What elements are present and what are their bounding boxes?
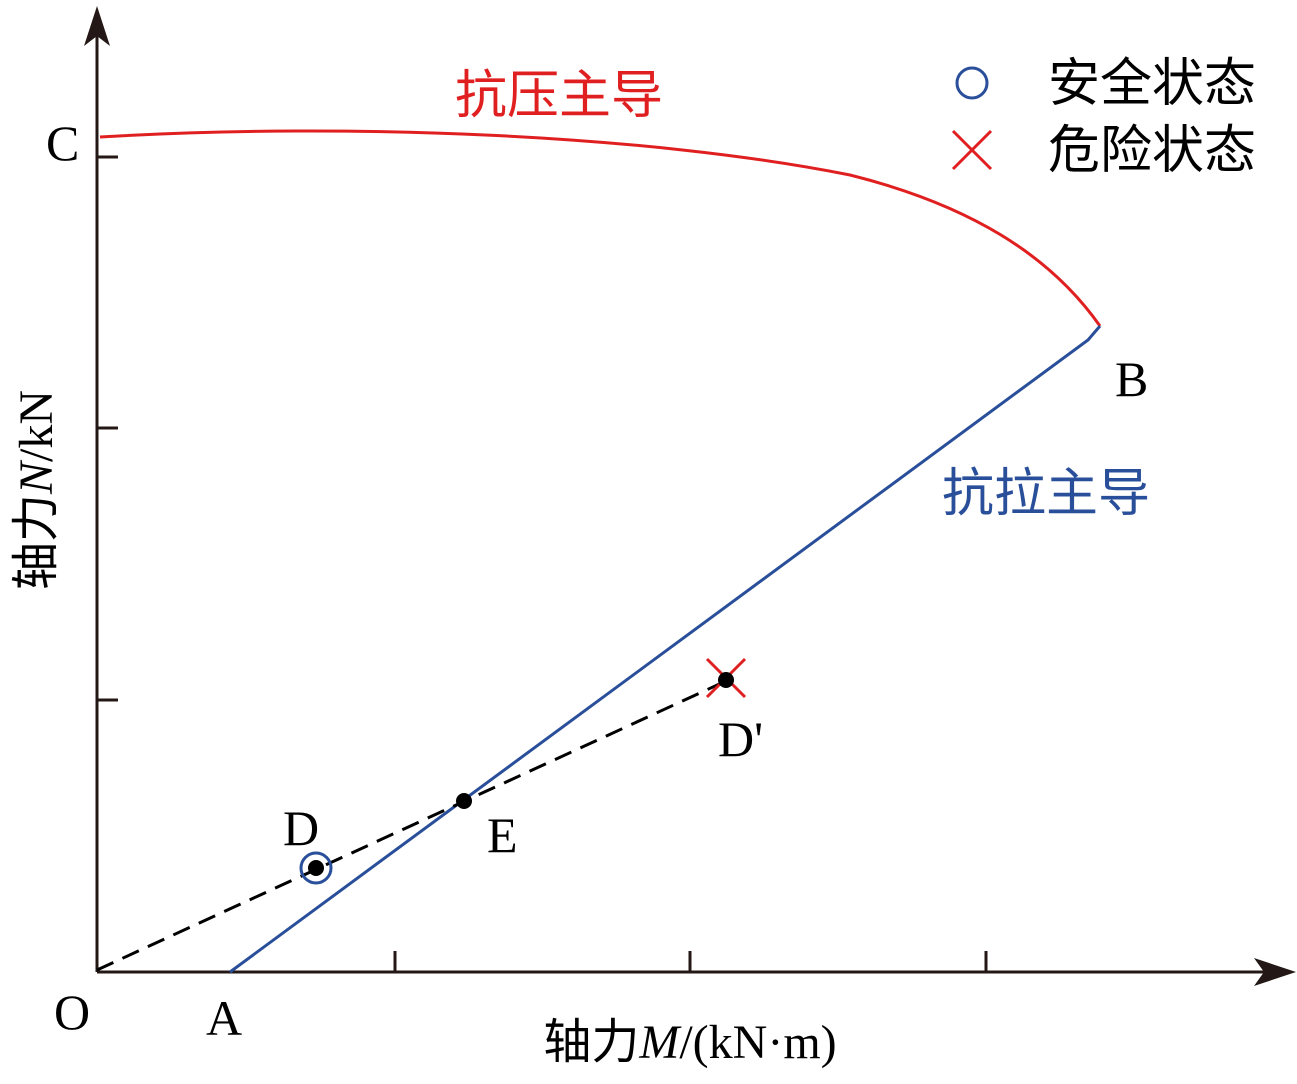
label-c: C [46, 115, 79, 171]
legend-safe-label: 安全状态 [1048, 54, 1256, 114]
axes [84, 6, 1296, 986]
legend-safe-icon [955, 66, 989, 100]
label-o: O [54, 984, 90, 1040]
label-d: D [283, 800, 319, 856]
y-axis-arrow-icon [84, 6, 110, 46]
y-axis-title: 轴力N/kN [8, 390, 64, 590]
compression-region-label: 抗压主导 [455, 66, 663, 126]
tension-line [229, 325, 1102, 974]
point-e-dot [456, 793, 472, 809]
x-axis-title: 轴力M/(kN·m) [543, 1014, 836, 1070]
x-axis-arrow-icon [1254, 958, 1296, 986]
load-path-dashed [96, 679, 727, 972]
legend-danger-icon [951, 129, 993, 171]
point-d-prime-dot [718, 672, 734, 688]
legend-danger-label: 危险状态 [1048, 121, 1256, 181]
label-a: A [206, 990, 242, 1046]
tension-region-label: 抗拉主导 [942, 464, 1150, 524]
safe-state-marker-icon [299, 851, 333, 885]
compression-curve [99, 129, 1102, 327]
label-e: E [487, 807, 518, 863]
label-d-prime: D' [718, 711, 763, 767]
label-b: B [1115, 351, 1148, 407]
point-d-dot [308, 860, 324, 876]
legend: 安全状态 危险状态 [951, 54, 1256, 181]
